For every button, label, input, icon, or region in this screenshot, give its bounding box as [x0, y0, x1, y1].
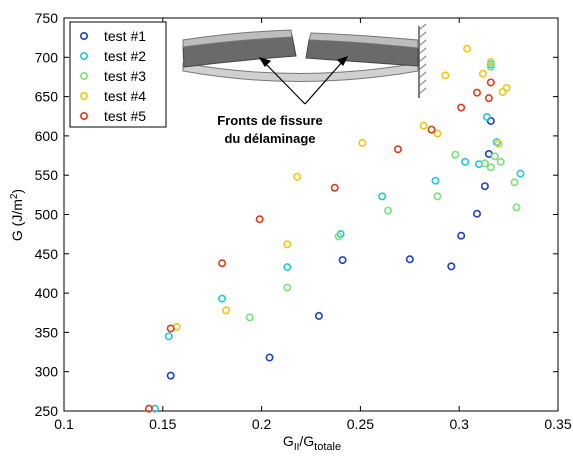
y-tick-label: 700 — [35, 49, 59, 65]
y-tick-label: 250 — [35, 403, 59, 419]
data-point-series-2 — [164, 332, 173, 341]
wall-hatching — [418, 23, 427, 95]
data-point-series-4 — [486, 58, 495, 67]
data-point-series-3 — [510, 178, 519, 187]
data-point-series-4 — [494, 139, 503, 148]
data-point-series-2 — [218, 294, 227, 303]
data-point-series-4 — [463, 44, 472, 53]
y-tick-label: 750 — [35, 10, 59, 26]
annotation-line-2: du délaminage — [224, 131, 315, 146]
y-tick-label: 300 — [35, 364, 59, 380]
data-point-series-5 — [255, 215, 264, 224]
legend-label: test #5 — [104, 108, 146, 124]
data-point-series-2 — [283, 263, 292, 272]
data-point-series-1 — [405, 255, 414, 264]
x-tick-label: 0.25 — [347, 416, 374, 432]
data-point-series-2 — [482, 113, 491, 122]
data-point-series-5 — [427, 125, 436, 134]
annotation-line-1: Fronts de fissure — [217, 113, 322, 128]
legend-label: test #3 — [104, 68, 146, 84]
data-point-series-5 — [218, 259, 227, 268]
data-point-series-5 — [472, 88, 481, 97]
data-point-series-5 — [393, 145, 402, 154]
y-axis-label: G (J/m2) — [9, 189, 25, 241]
data-point-series-3 — [283, 283, 292, 292]
y-tick-label: 600 — [35, 128, 59, 144]
data-point-series-5 — [457, 103, 466, 112]
data-point-series-5 — [166, 324, 175, 333]
data-point-series-2 — [516, 169, 525, 178]
y-tick-label: 550 — [35, 167, 59, 183]
data-point-series-3 — [486, 163, 495, 172]
data-point-series-2 — [378, 192, 387, 201]
data-point-series-4 — [502, 83, 511, 92]
delamination-illustration: Fronts de fissure du délaminage — [182, 23, 427, 146]
legend-marker — [80, 51, 89, 60]
data-point-series-4 — [358, 138, 367, 147]
data-point-series-2 — [461, 157, 470, 166]
legend-label: test #4 — [104, 88, 146, 104]
data-point-series-4 — [498, 87, 507, 96]
legend-marker — [80, 72, 89, 81]
y-tick-label: 450 — [35, 246, 59, 262]
data-point-series-5 — [484, 94, 493, 103]
legend-marker — [80, 92, 89, 101]
data-point-series-4 — [478, 69, 487, 78]
data-point-series-4 — [293, 172, 302, 181]
data-point-series-4 — [222, 306, 231, 315]
x-axis: 0.1 0.15 0.2 0.25 0.3 0.35 — [54, 18, 572, 432]
data-point-series-1 — [166, 371, 175, 380]
data-point-series-4 — [283, 240, 292, 249]
data-point-series-5 — [330, 183, 339, 192]
data-point-series-1 — [472, 209, 481, 218]
x-tick-label: 0.1 — [54, 416, 74, 432]
legend: test #1 test #2 test #3 test #4 test #5 — [69, 21, 167, 128]
x-tick-label: 0.15 — [149, 416, 176, 432]
data-point-series-3 — [512, 203, 521, 212]
data-point-series-3 — [480, 159, 489, 168]
data-point-series-5 — [144, 404, 153, 413]
y-tick-label: 400 — [35, 285, 59, 301]
data-point-series-3 — [496, 157, 505, 166]
beam-bottom-layer — [182, 62, 419, 82]
data-point-series-2 — [431, 176, 440, 185]
legend-marker — [80, 112, 89, 121]
y-axis: 250 300 350 400 450 500 550 600 650 700 750 — [35, 10, 558, 419]
data-point-series-3 — [451, 150, 460, 159]
x-tick-label: 0.2 — [252, 416, 272, 432]
x-axis-label: GII/Gtotale — [283, 433, 341, 453]
x-tick-label: 0.35 — [544, 416, 571, 432]
x-tick-label: 0.3 — [449, 416, 469, 432]
y-tick-label: 650 — [35, 89, 59, 105]
data-point-series-1 — [486, 116, 495, 125]
data-point-series-1 — [457, 231, 466, 240]
y-tick-label: 500 — [35, 207, 59, 223]
legend-label: test #2 — [104, 48, 146, 64]
data-point-series-1 — [338, 256, 347, 265]
data-point-series-3 — [490, 152, 499, 161]
data-point-series-5 — [486, 78, 495, 87]
data-point-series-4 — [441, 71, 450, 80]
y-tick-label: 350 — [35, 324, 59, 340]
data-point-series-3 — [245, 313, 254, 322]
beam-left-top — [182, 29, 293, 48]
legend-label: test #1 — [104, 28, 146, 44]
data-point-series-3 — [433, 192, 442, 201]
data-points — [144, 44, 525, 413]
data-point-series-1 — [265, 353, 274, 362]
data-point-series-3 — [486, 62, 495, 71]
crack-front-arrows — [258, 55, 349, 105]
data-point-series-1 — [314, 311, 323, 320]
data-point-series-3 — [384, 206, 393, 215]
data-point-series-4 — [433, 129, 442, 138]
data-point-series-1 — [447, 262, 456, 271]
legend-box — [69, 21, 167, 128]
beam-right-top — [308, 32, 419, 49]
data-point-series-3 — [334, 232, 343, 241]
data-point-series-1 — [480, 182, 489, 191]
data-point-series-4 — [419, 121, 428, 130]
legend-marker — [80, 31, 89, 40]
